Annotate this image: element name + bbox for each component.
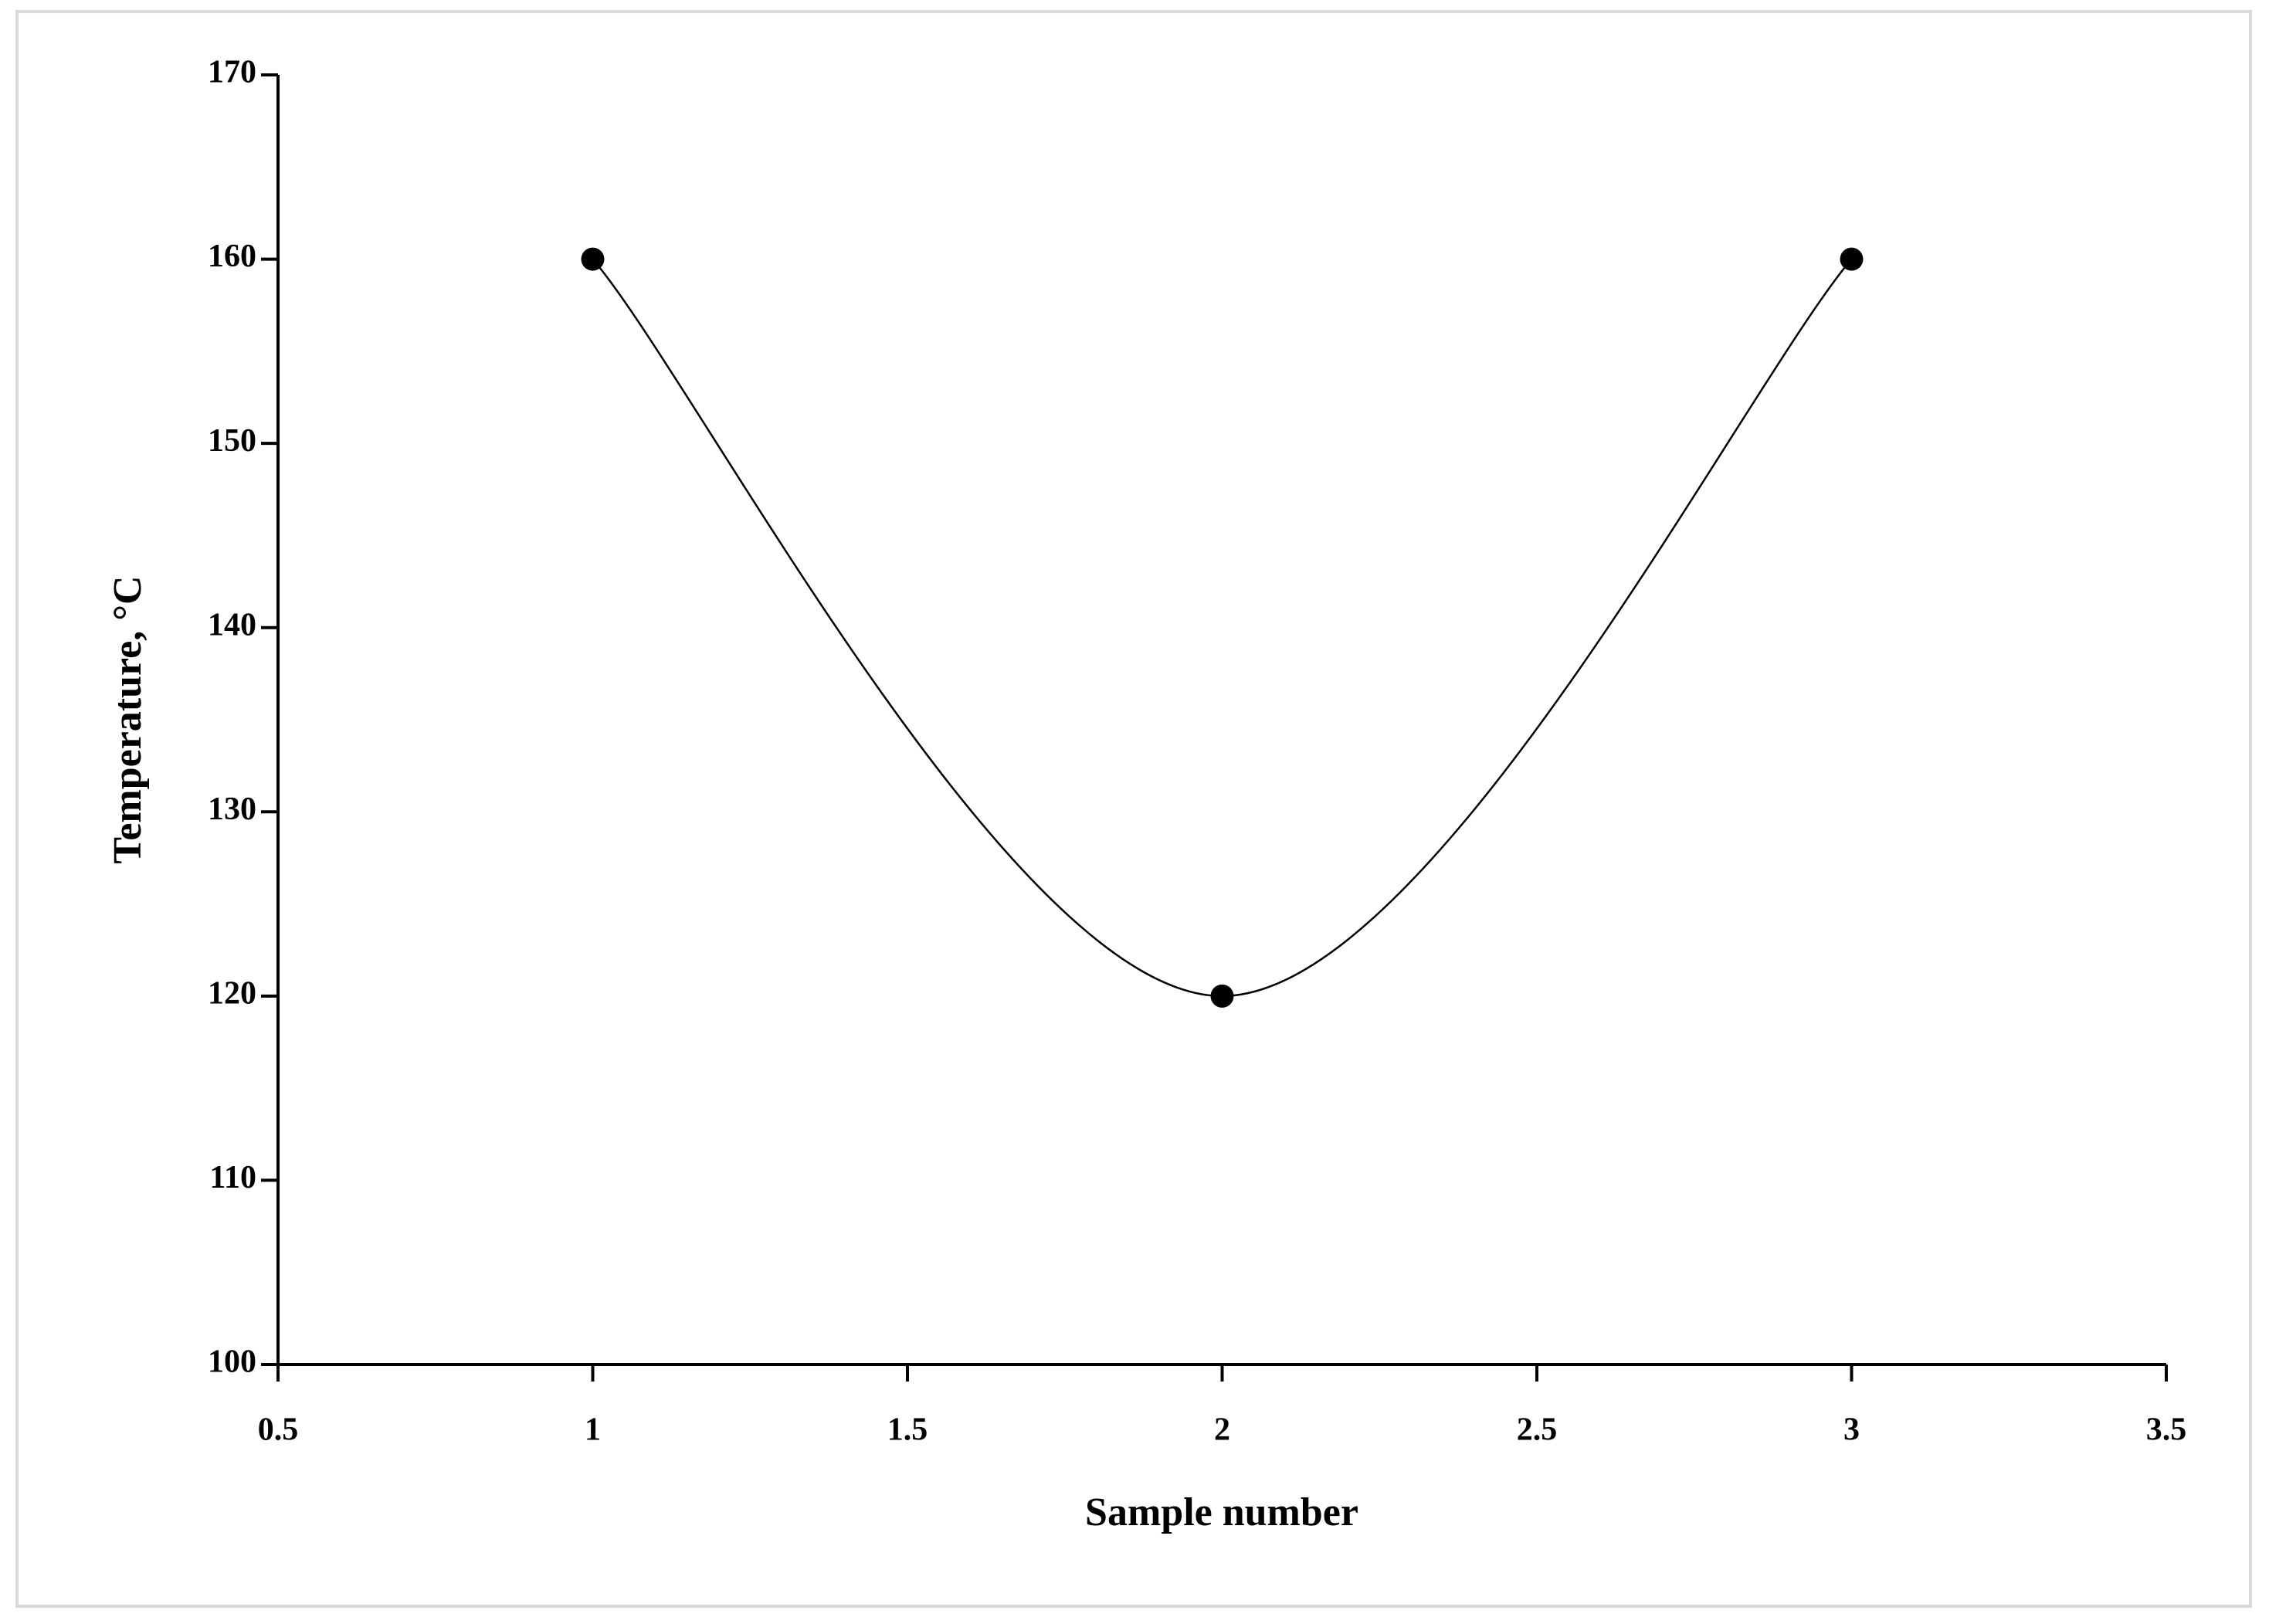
x-tick-label: 3.5 [2146,1412,2187,1448]
data-point [1210,984,1234,1008]
y-tick-label: 120 [208,975,256,1011]
y-tick-label: 130 [208,792,256,827]
chart-frame [15,10,2252,1608]
x-tick-label: 3 [1843,1412,1860,1448]
x-axis-title: Sample number [1085,1490,1358,1534]
x-tick-label: 0.5 [258,1412,299,1448]
x-tick-label: 1.5 [887,1412,928,1448]
y-tick-label: 150 [208,423,256,459]
data-point [581,247,605,271]
y-tick-label: 110 [209,1160,256,1195]
x-tick-label: 2.5 [1517,1412,1558,1448]
y-tick-label: 100 [208,1344,256,1380]
x-tick-label: 1 [585,1412,601,1448]
y-tick-label: 140 [208,607,256,642]
x-tick-label: 2 [1214,1412,1230,1448]
y-tick-label: 160 [208,239,256,274]
y-tick-label: 170 [208,55,256,90]
y-axis-title: Temperature, °C [106,575,150,863]
data-point [1840,247,1864,271]
